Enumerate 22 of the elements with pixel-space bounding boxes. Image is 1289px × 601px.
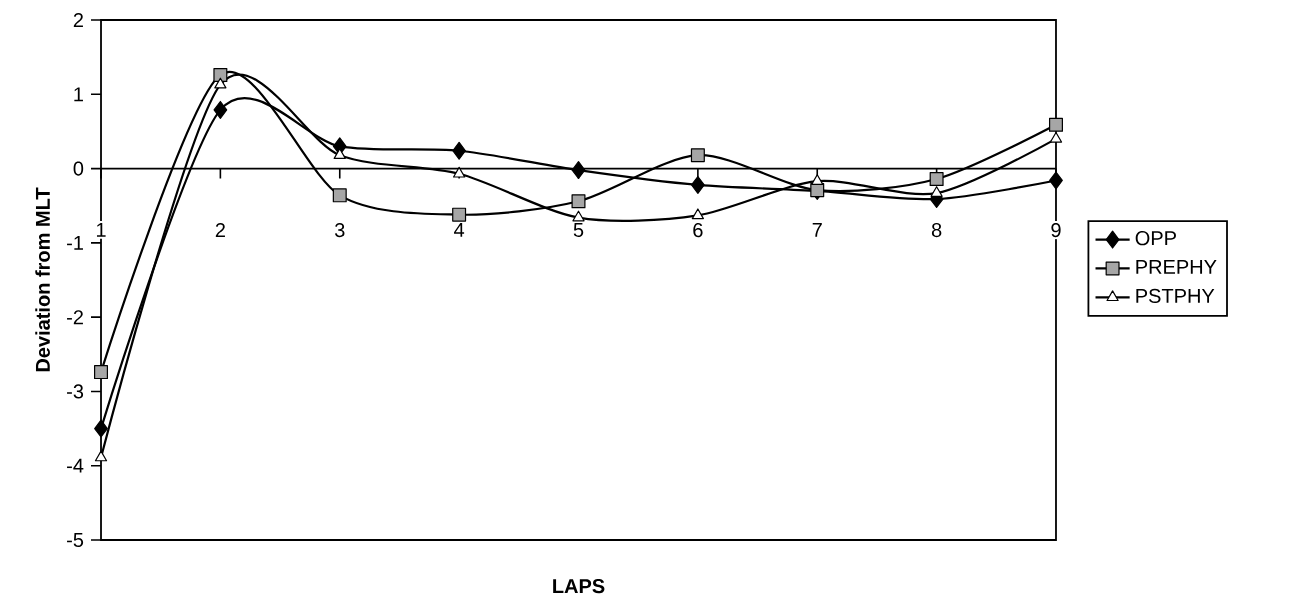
y-tick-label: 1 (74, 87, 83, 102)
y-tick-label: -5 (67, 533, 84, 547)
x-tick-label: 8 (931, 222, 942, 238)
x-tick-label: 6 (693, 222, 703, 238)
x-tick-label: 3 (334, 222, 345, 238)
x-tick-label: 4 (454, 222, 465, 237)
legend-label: OPP (1135, 231, 1176, 246)
x-axis-title: LAPS (553, 579, 605, 594)
legend-label: PREPHY (1136, 260, 1217, 274)
y-tick-label: -1 (67, 235, 83, 250)
y-axis-title: Deviation from MLT (35, 187, 50, 372)
x-tick-label: 9 (1051, 222, 1061, 238)
legend-label: PSTPHY (1136, 288, 1215, 303)
x-tick-label: 5 (573, 222, 584, 237)
y-tick-label: -3 (67, 384, 84, 399)
y-tick-label: -4 (67, 458, 84, 473)
x-tick-label: 2 (215, 222, 225, 237)
y-tick-label: 2 (73, 13, 83, 27)
y-tick-label: 0 (73, 161, 84, 176)
x-tick-label: 7 (812, 222, 822, 237)
x-tick-label: 1 (96, 222, 106, 237)
y-tick-label: -2 (67, 310, 83, 325)
